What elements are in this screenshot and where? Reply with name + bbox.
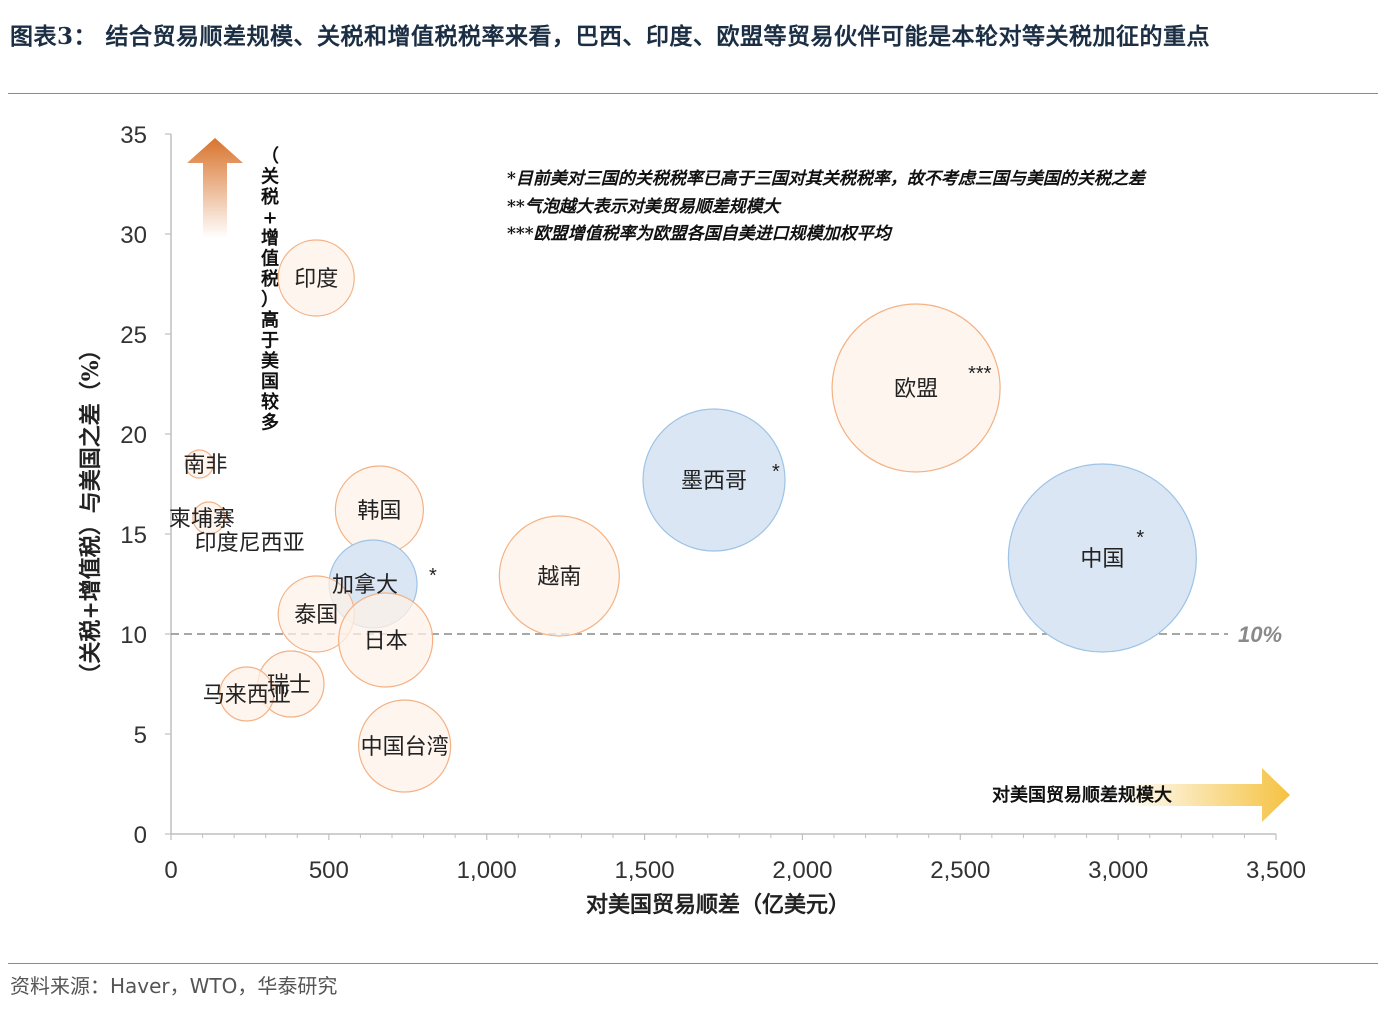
bubble-label: 中国 [1080, 547, 1124, 572]
y-tick-label: 5 [134, 722, 147, 749]
bubble-label: 瑞士 [267, 673, 311, 698]
bubble [1007, 463, 1197, 653]
y-tick-label: 0 [134, 822, 147, 849]
bubble [831, 303, 1001, 473]
bubble-label: 印度 [294, 267, 338, 292]
y-tick-label: 35 [120, 122, 147, 149]
bubble-label: 韩国 [357, 499, 401, 524]
up-arrow-icon [187, 138, 243, 238]
bubble-label: 欧盟 [894, 377, 938, 402]
bubble-label: 马来西亚 [203, 683, 291, 708]
bubble-label: 泰国 [294, 603, 338, 628]
bubble-label: 中国台湾 [361, 735, 449, 760]
y-tick-label: 10 [120, 622, 147, 649]
bubble-label: 南非 [183, 453, 227, 478]
x-axis-title: 对美国贸易顺差（亿美元） [586, 892, 850, 918]
bubble-label: 墨西哥 [681, 469, 747, 494]
bubble-label: 越南 [537, 565, 581, 590]
y-tick-label: 15 [120, 522, 147, 549]
bubble-label: 加拿大 [332, 572, 398, 598]
right-arrow-indicator [1120, 768, 1290, 822]
right-arrow-text: 对美国贸易顺差规模大 [992, 784, 1172, 806]
bubble-chart: 0 500 1,000 1,500 2,000 2,500 3,000 3,500 0 5 10 15… [78, 122, 1306, 918]
x-tick-label: 2,500 [930, 857, 990, 884]
y-tick-label: 20 [120, 422, 147, 449]
y-axis-title: （关税+增值税）与美国之差（%） [78, 338, 104, 685]
bubble-label: 柬埔寨 [169, 507, 235, 532]
source-note: 资料来源：Haver，WTO，华泰研究 [10, 974, 338, 998]
bubble-star-marker: * [772, 461, 780, 483]
note-2: **气泡越大表示对美贸易顺差规模大 [507, 197, 782, 217]
bubble [642, 408, 786, 552]
bubble [184, 449, 215, 479]
up-arrow-indicator [187, 138, 243, 238]
title-divider [8, 93, 1378, 94]
bubble-star-marker: *** [968, 363, 992, 385]
footer-divider [8, 963, 1378, 964]
y-tick-label: 25 [120, 322, 147, 349]
y-axis-title-text: （关税+增值税）与美国之差（%） [78, 338, 104, 685]
bubble [192, 501, 226, 535]
bubbles [184, 239, 1197, 793]
x-tick-label: 2,000 [772, 857, 832, 884]
y-tick-label: 30 [120, 222, 147, 249]
x-tick-label: 500 [309, 857, 349, 884]
right-arrow-icon [1120, 768, 1290, 822]
x-tick-label: 1,000 [457, 857, 517, 884]
x-tick-label: 3,500 [1246, 857, 1306, 884]
note-1: *目前美对三国的关税税率已高于三国对其关税税率，故不考虑三国与美国的关税之差 [507, 169, 1147, 189]
bubble-star-marker: * [1136, 527, 1144, 549]
up-arrow-text: （关税+增值税）高于美国较多 [261, 146, 279, 434]
figure-title: 图表3： 结合贸易顺差规模、关税和增值税税率来看，巴西、印度、欧盟等贸易伙伴可能… [10, 23, 1211, 50]
bubble-label: 印度尼西亚 [195, 531, 305, 556]
x-tick-label: 0 [164, 857, 177, 884]
bubble [277, 239, 355, 317]
bubble [358, 699, 452, 793]
axes [170, 134, 1276, 835]
bubble-star-marker: * [429, 565, 437, 587]
reference-line-label: 10% [1238, 622, 1282, 647]
tick-labels: 0 500 1,000 1,500 2,000 2,500 3,000 3,500 0 5 10 15… [120, 122, 1306, 884]
x-tick-label: 1,500 [615, 857, 675, 884]
bubble [219, 666, 275, 722]
bubble [498, 515, 620, 637]
x-tick-label: 3,000 [1088, 857, 1148, 884]
ticks [165, 133, 1277, 840]
note-3: ***欧盟增值税率为欧盟各国自美进口规模加权平均 [507, 224, 894, 244]
bubble [338, 592, 434, 688]
bubble-label: 日本 [364, 629, 408, 654]
